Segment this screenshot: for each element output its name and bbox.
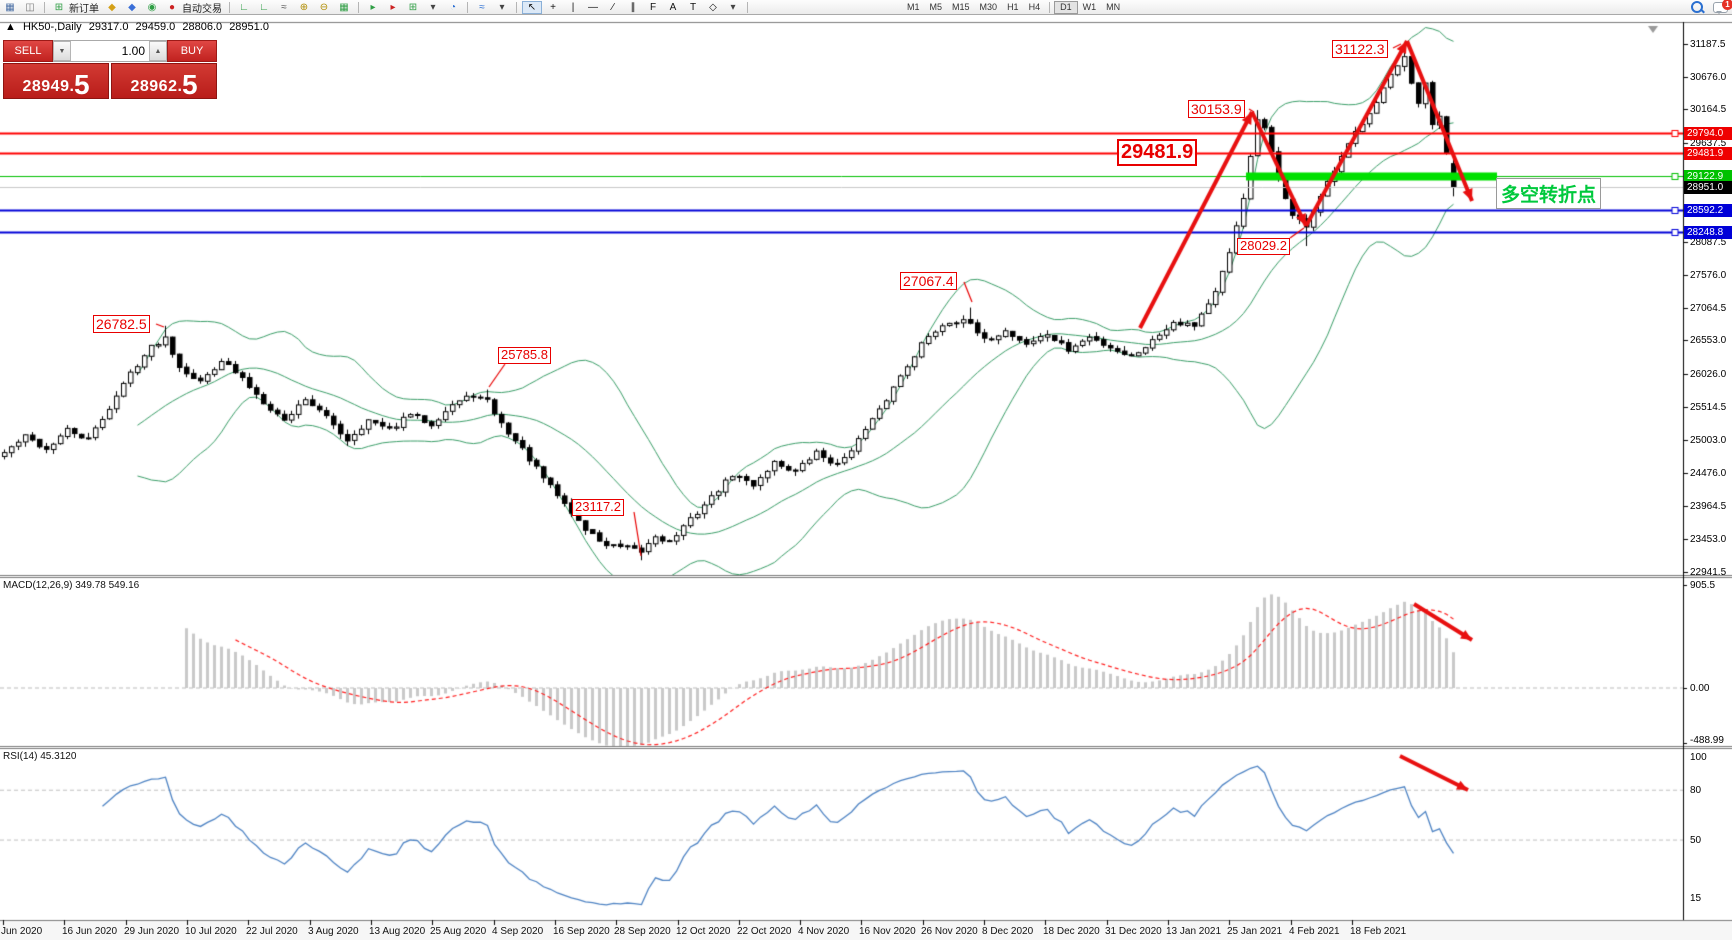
fibonacci-icon[interactable]: F — [649, 1, 657, 13]
price-annotation-27067[interactable]: 27067.4 — [900, 272, 957, 291]
collapse-marker-icon[interactable]: ▲ — [5, 21, 16, 33]
equidistant-channel-icon[interactable]: ∥ — [630, 1, 636, 13]
dropdown-caret2-icon[interactable]: ▾ — [499, 1, 505, 13]
volume-increase-button[interactable]: ▲ — [149, 41, 167, 61]
metaeditor-icon[interactable]: ◆ — [128, 1, 136, 13]
dropdown-caret3-icon[interactable]: ▾ — [730, 1, 736, 13]
tf-h4[interactable]: H4 — [1028, 2, 1041, 12]
sell-price-dot: . — [69, 78, 74, 95]
chart-type-icon[interactable]: ≈ — [479, 1, 485, 13]
hline-icon[interactable]: — — [588, 1, 598, 13]
chart-end-icon[interactable]: ▸ — [390, 1, 396, 13]
price-annotation-25785[interactable]: 25785.8 — [498, 347, 551, 364]
ohlc-high: 29459.0 — [135, 21, 176, 33]
data-window-icon[interactable]: ◫ — [25, 1, 35, 13]
tf-m5[interactable]: M5 — [929, 2, 943, 12]
one-click-trading-widget: SELL ▼ ▲ BUY 28949 . 5 28962 . 5 — [3, 40, 217, 99]
add-chart-icon[interactable]: ⊞ — [408, 1, 418, 13]
buy-price-big-digit: 5 — [181, 69, 198, 100]
toolbar-separator — [516, 1, 517, 13]
chat-icon[interactable]: 1 — [1713, 0, 1732, 14]
buy-price-panel[interactable]: 28962 . 5 — [111, 63, 217, 99]
price-annotation-28029[interactable]: 28029.2 — [1237, 238, 1290, 255]
buy-price-main: 28962 — [130, 78, 178, 95]
rsi-indicator-label: RSI(14) 45.3120 — [3, 751, 76, 762]
volume-box: ▼ ▲ — [53, 40, 167, 62]
trendline-icon[interactable]: ∕ — [612, 1, 614, 13]
turning-point-label[interactable]: 多空转折点 — [1496, 178, 1602, 209]
tf-d1[interactable]: D1 — [1054, 0, 1078, 14]
sell-price-main: 28949 — [22, 78, 70, 95]
toolbar-spacer — [752, 7, 902, 8]
clock-icon[interactable]: ◔ — [449, 1, 457, 13]
new-order-icon[interactable]: ⊞ — [54, 1, 64, 13]
ohlc-close: 28951.0 — [229, 21, 269, 33]
main-toolbar: ▦ ◫ ⊞ 新订单 ◆ ◆ ◉ ● 自动交易 ∟ ∟ ≈ ⊕ ⊖ ▦ ▸ ▸ ⊞ ▾ ◔ ≈ ▾ ↖ + | — ∕ ∥ F A T ◇ ▾ M1… — [0, 0, 1732, 15]
objects-window-icon[interactable]: ∟ — [259, 1, 269, 13]
chart-play-icon[interactable]: ▸ — [370, 1, 376, 13]
buy-price-dot: . — [177, 78, 182, 95]
rsi-value: 45.3120 — [40, 751, 77, 762]
toolbar-right-cluster: 1 — [1691, 0, 1732, 14]
styler-icon[interactable]: ◆ — [108, 1, 116, 13]
toolbar-separator — [747, 1, 748, 13]
volume-input[interactable] — [71, 41, 149, 61]
toolbar-separator — [467, 1, 468, 13]
volume-decrease-button[interactable]: ▼ — [53, 41, 71, 61]
ohlc-low: 28806.0 — [182, 21, 223, 33]
tile-windows-icon[interactable]: ▦ — [339, 1, 349, 13]
symbol-name: HK50-,Daily — [22, 21, 82, 33]
symbol-info-line: ▲ HK50-,Daily 29317.0 29459.0 28806.0 28… — [5, 21, 273, 33]
zoom-out-icon[interactable]: ⊖ — [319, 1, 329, 13]
dropdown-caret-icon[interactable]: ▾ — [430, 1, 436, 13]
tf-m30[interactable]: M30 — [979, 2, 998, 12]
arrows-icon[interactable]: ◇ — [709, 1, 717, 13]
tf-w1[interactable]: W1 — [1082, 2, 1097, 12]
vline-icon[interactable]: | — [571, 1, 575, 13]
price-annotation-29481[interactable]: 29481.9 — [1117, 139, 1198, 166]
cursor-icon[interactable]: ↖ — [522, 0, 542, 14]
tf-m15[interactable]: M15 — [952, 2, 970, 12]
crosshair-icon[interactable]: + — [550, 1, 556, 13]
tf-m1[interactable]: M1 — [907, 2, 920, 12]
tf-mn[interactable]: MN — [1106, 2, 1121, 12]
text-icon[interactable]: A — [669, 1, 677, 13]
text-label-icon[interactable]: T — [689, 1, 697, 13]
sell-button[interactable]: SELL — [3, 40, 53, 62]
buy-button[interactable]: BUY — [167, 40, 217, 62]
new-order-label[interactable]: 新订单 — [69, 3, 99, 15]
macd-values: 349.78 549.16 — [75, 580, 140, 591]
price-annotation-23117[interactable]: 23117.2 — [572, 499, 625, 516]
sell-price-big-digit: 5 — [73, 69, 90, 100]
chart-window-icon[interactable]: ▦ — [5, 1, 15, 13]
signals-icon[interactable]: ◉ — [147, 1, 157, 13]
ohlc-open: 29317.0 — [88, 21, 129, 33]
toolbar-separator — [229, 1, 230, 13]
toolbar-separator — [1049, 1, 1051, 13]
zoom-in-icon[interactable]: ⊕ — [299, 1, 309, 13]
toolbar-items: ▦ ◫ ⊞ 新订单 ◆ ◆ ◉ ● 自动交易 ∟ ∟ ≈ ⊕ ⊖ ▦ ▸ ▸ ⊞ ▾ ◔ ≈ ▾ ↖ + | — ∕ ∥ F A T ◇ ▾ M1… — [0, 0, 1125, 14]
search-icon[interactable] — [1691, 1, 1703, 13]
curve-icon[interactable]: ≈ — [281, 1, 287, 13]
toolbar-separator — [44, 1, 45, 13]
sell-price-panel[interactable]: 28949 . 5 — [3, 63, 109, 99]
rsi-name: RSI(14) — [3, 751, 38, 762]
price-annotation-26782[interactable]: 26782.5 — [93, 315, 150, 334]
indicator-window-icon[interactable]: ∟ — [239, 1, 249, 13]
macd-indicator-label: MACD(12,26,9) 349.78 549.16 — [3, 580, 139, 591]
price-annotation-30153[interactable]: 30153.9 — [1188, 100, 1245, 119]
autotrading-icon[interactable]: ● — [168, 1, 176, 13]
toolbar-separator — [358, 1, 359, 13]
macd-name: MACD(12,26,9) — [3, 580, 73, 591]
price-annotation-31122[interactable]: 31122.3 — [1332, 40, 1388, 59]
tf-h1[interactable]: H1 — [1007, 2, 1019, 12]
notification-badge: 1 — [1722, 0, 1732, 10]
autotrading-label[interactable]: 自动交易 — [182, 3, 222, 15]
